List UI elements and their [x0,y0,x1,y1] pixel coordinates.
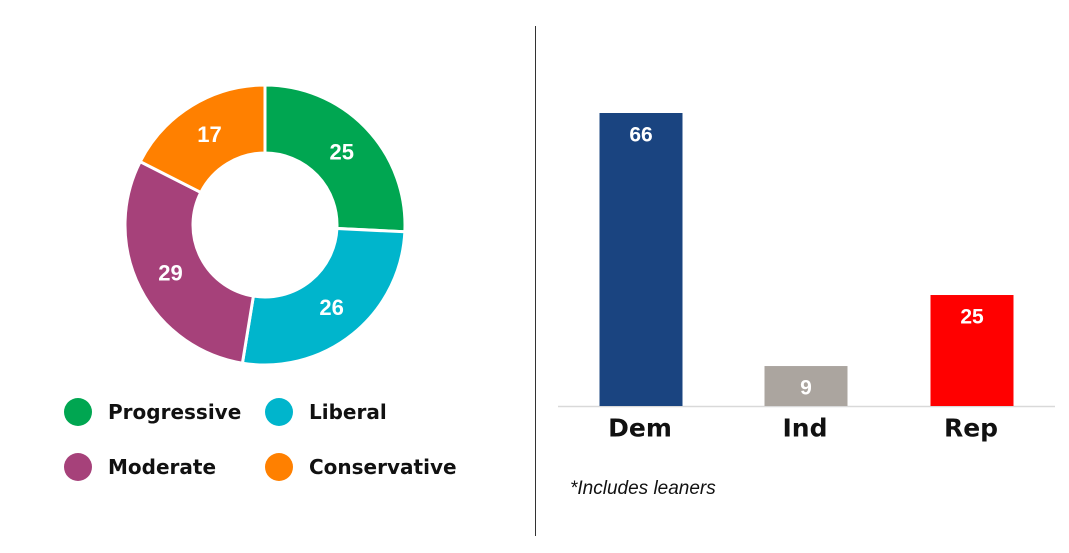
legend-item-progressive: Progressive [64,398,241,426]
bar-chart: 66 Dem 9 Ind 25 Rep [558,113,1055,443]
legend-label-conservative: Conservative [309,455,457,479]
donut-chart: 25 26 29 17 [123,83,407,367]
legend-item-conservative: Conservative [265,453,457,481]
bar-rep [930,295,1014,406]
donut-slice-progressive [263,83,407,234]
legend-swatch-conservative [265,453,293,481]
bar-ind [764,366,848,406]
legend-label-progressive: Progressive [108,400,242,424]
donut-slice-liberal [240,226,407,367]
donut-slice-conservative [138,83,267,195]
legend-swatch-moderate [64,453,92,481]
legend-label-liberal: Liberal [309,400,387,424]
bar-value-ind: 9 [800,377,812,400]
footnote: *Includes leaners [570,478,716,499]
legend-swatch-liberal [265,398,293,426]
bar-value-dem: 66 [629,124,652,147]
legend-item-moderate: Moderate [64,453,216,481]
legend-item-liberal: Liberal [265,398,387,426]
panel-divider [535,26,536,536]
donut-value-conservative: 17 [197,122,221,147]
donut-slice-moderate [123,159,256,365]
category-label-ind: Ind [783,414,828,443]
legend-label-moderate: Moderate [108,455,217,479]
bar-value-rep: 25 [960,306,984,329]
bar-dem [599,113,683,406]
donut-value-moderate: 29 [158,260,182,285]
donut-value-progressive: 25 [330,139,354,164]
category-label-dem: Dem [608,414,672,443]
category-label-rep: Rep [944,414,998,443]
donut-value-liberal: 26 [319,295,343,320]
legend-swatch-progressive [64,398,92,426]
